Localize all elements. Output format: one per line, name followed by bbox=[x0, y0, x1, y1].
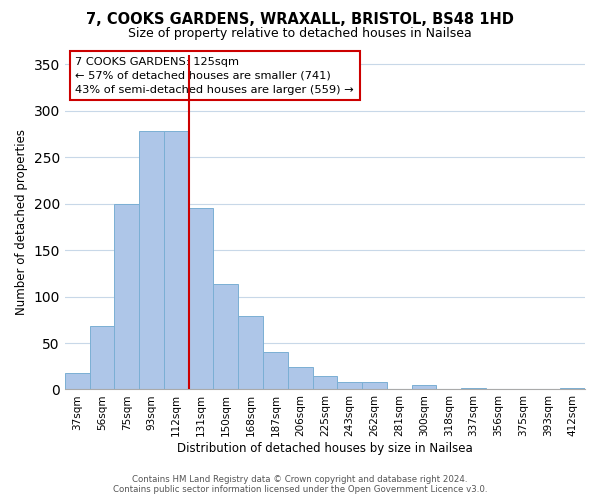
Bar bbox=[89, 326, 115, 390]
Bar bbox=[412, 385, 436, 390]
Bar bbox=[214, 284, 238, 390]
Bar bbox=[139, 131, 164, 390]
Bar bbox=[263, 352, 288, 390]
Text: 7 COOKS GARDENS: 125sqm
← 57% of detached houses are smaller (741)
43% of semi-d: 7 COOKS GARDENS: 125sqm ← 57% of detache… bbox=[75, 56, 354, 94]
X-axis label: Distribution of detached houses by size in Nailsea: Distribution of detached houses by size … bbox=[177, 442, 473, 455]
Bar bbox=[560, 388, 585, 390]
Bar bbox=[461, 388, 486, 390]
Bar bbox=[164, 131, 188, 390]
Bar bbox=[313, 376, 337, 390]
Text: Size of property relative to detached houses in Nailsea: Size of property relative to detached ho… bbox=[128, 28, 472, 40]
Bar bbox=[362, 382, 387, 390]
Bar bbox=[65, 372, 89, 390]
Bar bbox=[115, 204, 139, 390]
Bar bbox=[238, 316, 263, 390]
Bar bbox=[337, 382, 362, 390]
Bar bbox=[288, 367, 313, 390]
Y-axis label: Number of detached properties: Number of detached properties bbox=[15, 129, 28, 315]
Text: 7, COOKS GARDENS, WRAXALL, BRISTOL, BS48 1HD: 7, COOKS GARDENS, WRAXALL, BRISTOL, BS48… bbox=[86, 12, 514, 28]
Bar bbox=[188, 208, 214, 390]
Text: Contains HM Land Registry data © Crown copyright and database right 2024.
Contai: Contains HM Land Registry data © Crown c… bbox=[113, 474, 487, 494]
